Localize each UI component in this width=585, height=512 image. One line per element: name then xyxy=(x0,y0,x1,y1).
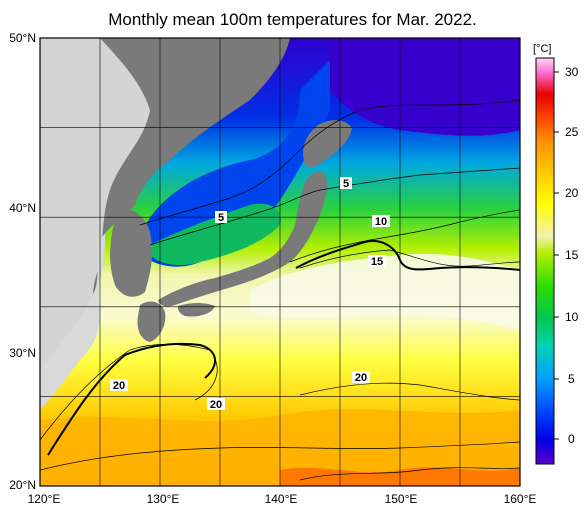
colorbar-tick-20: 20 xyxy=(565,186,579,200)
lat-label-20: 20°N xyxy=(9,478,36,492)
contour-label-15: 15 xyxy=(371,256,383,268)
kyushu xyxy=(137,301,166,342)
honshu xyxy=(158,171,328,307)
shikoku xyxy=(177,303,215,317)
colorbar-tick-25: 25 xyxy=(565,125,579,139)
lon-label-140: 140°E xyxy=(264,492,298,506)
contour-label-5-west: 5 xyxy=(218,212,224,224)
colorbar xyxy=(535,57,555,465)
lat-label-30: 30°N xyxy=(9,346,36,360)
lon-label-120: 120°E xyxy=(27,492,61,506)
contour-label-20-east: 20 xyxy=(355,372,367,384)
colorbar-tick-10: 10 xyxy=(565,310,579,324)
lon-label-150: 150°E xyxy=(384,492,418,506)
map-title: Monthly mean 100m temperatures for Mar. … xyxy=(108,10,477,29)
colorbar-tick-0: 0 xyxy=(568,432,575,446)
colorbar-unit: [°C] xyxy=(533,43,552,55)
graticule xyxy=(40,38,520,486)
colorbar-tick-15: 15 xyxy=(565,248,579,262)
lon-label-130: 130°E xyxy=(146,492,180,506)
contour-label-5-east: 5 xyxy=(343,178,349,190)
korean-peninsula xyxy=(110,208,153,297)
contour-label-20-south: 20 xyxy=(210,399,222,411)
lat-label-50: 50°N xyxy=(9,31,36,45)
contour-label-20-west: 20 xyxy=(113,380,125,392)
lat-label-40: 40°N xyxy=(9,201,36,215)
lon-label-160: 160°E xyxy=(503,492,537,506)
colorbar-tick-30: 30 xyxy=(565,65,579,79)
colorbar-tick-5: 5 xyxy=(568,372,575,386)
contour-label-10: 10 xyxy=(375,216,387,228)
map-frame xyxy=(39,37,521,487)
